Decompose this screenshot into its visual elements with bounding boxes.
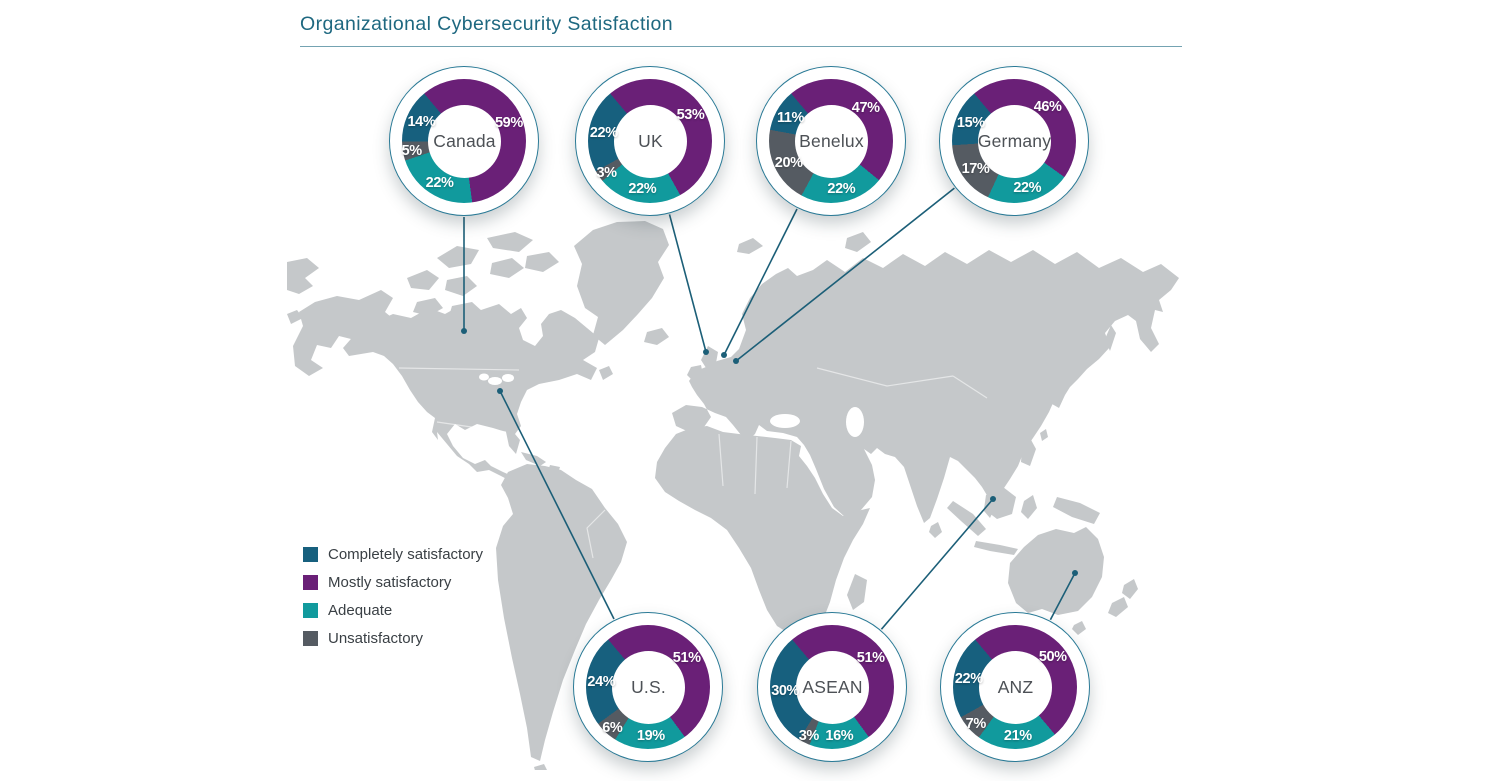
page-title: Organizational Cybersecurity Satisfactio… — [300, 13, 673, 35]
donut-chart-uk: UK 53% 22% 3% 22% — [575, 66, 725, 216]
legend-item-completely: Completely satisfactory — [303, 540, 483, 568]
region-label-benelux: Benelux — [799, 131, 864, 151]
region-label-canada: Canada — [433, 131, 496, 151]
segment-label-us: 24% — [587, 674, 616, 691]
segment-label-germany: 15% — [956, 115, 985, 132]
segment-label-germany: 46% — [1033, 98, 1062, 115]
donut-hole-canada: Canada — [428, 105, 501, 178]
segment-label-us: 51% — [672, 650, 701, 667]
segment-label-germany: 22% — [1013, 180, 1042, 197]
region-label-asean: ASEAN — [802, 677, 863, 697]
region-label-uk: UK — [638, 131, 663, 151]
legend-item-unsatisfactory: Unsatisfactory — [303, 624, 483, 652]
legend-label: Mostly satisfactory — [328, 573, 452, 591]
donut-hole-germany: Germany — [978, 105, 1051, 178]
segment-label-anz: 50% — [1038, 649, 1067, 666]
segment-label-anz: 7% — [965, 715, 987, 732]
segment-label-asean: 3% — [798, 728, 820, 745]
donut-chart-asean: ASEAN 51% 16% 3% 30% — [757, 612, 907, 762]
region-label-us: U.S. — [631, 677, 666, 697]
segment-label-canada: 22% — [425, 174, 454, 191]
legend-label: Adequate — [328, 601, 393, 619]
segment-label-anz: 21% — [1003, 727, 1032, 744]
donut-chart-anz: ANZ 50% 21% 7% 22% — [940, 612, 1090, 762]
segment-label-asean: 30% — [771, 683, 800, 700]
donut-chart-germany: Germany 46% 22% 17% 15% — [939, 66, 1089, 216]
segment-label-germany: 17% — [961, 161, 990, 178]
legend: Completely satisfactory Mostly satisfact… — [303, 540, 483, 652]
legend-swatch-adequate-icon — [303, 602, 318, 618]
segment-label-anz: 22% — [954, 671, 983, 688]
donut-hole-asean: ASEAN — [796, 651, 869, 724]
segment-label-benelux: 20% — [774, 154, 803, 171]
segment-label-benelux: 11% — [776, 109, 805, 126]
donut-chart-benelux: Benelux 47% 22% 20% 11% — [756, 66, 906, 216]
legend-swatch-completely-icon — [303, 546, 318, 562]
segment-label-canada: 59% — [494, 114, 523, 131]
segment-label-uk: 22% — [589, 125, 618, 142]
donut-hole-anz: ANZ — [979, 651, 1052, 724]
segment-label-us: 19% — [636, 727, 665, 744]
donut-chart-canada: Canada 59% 22% 5% 14% — [389, 66, 539, 216]
segment-label-benelux: 47% — [851, 99, 880, 116]
donut-chart-us: U.S. 51% 19% 6% 24% — [573, 612, 723, 762]
segment-label-canada: 14% — [407, 113, 436, 130]
segment-label-us: 6% — [602, 719, 623, 736]
legend-label: Unsatisfactory — [328, 629, 424, 647]
segment-label-uk: 3% — [596, 164, 617, 181]
legend-item-mostly: Mostly satisfactory — [303, 568, 483, 596]
donut-hole-uk: UK — [614, 105, 687, 178]
donut-hole-us: U.S. — [612, 651, 685, 724]
segment-label-asean: 51% — [856, 650, 885, 667]
segment-label-canada: 5% — [401, 142, 423, 159]
segment-label-asean: 16% — [825, 727, 854, 744]
donut-hole-benelux: Benelux — [795, 105, 868, 178]
title-divider — [300, 46, 1182, 47]
segment-label-benelux: 22% — [827, 181, 856, 198]
segment-label-uk: 53% — [676, 106, 705, 123]
segment-label-uk: 22% — [628, 181, 657, 198]
region-label-germany: Germany — [977, 131, 1052, 151]
legend-swatch-unsatisfactory-icon — [303, 630, 318, 646]
region-label-anz: ANZ — [997, 677, 1034, 697]
legend-label: Completely satisfactory — [328, 545, 484, 563]
legend-item-adequate: Adequate — [303, 596, 483, 624]
legend-swatch-mostly-icon — [303, 574, 318, 590]
